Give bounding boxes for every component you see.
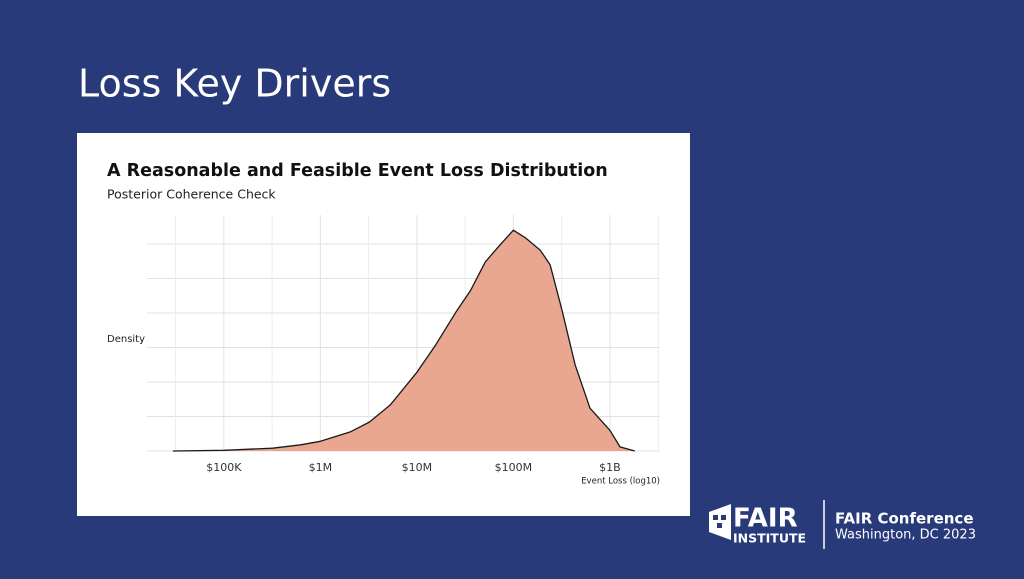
conference-subtitle: Washington, DC 2023 bbox=[835, 528, 976, 543]
chart-panel bbox=[77, 133, 690, 516]
chart-subtitle: Posterior Coherence Check bbox=[107, 187, 276, 202]
logo-icon-cell bbox=[721, 515, 726, 520]
logo-word: FAIR bbox=[733, 504, 798, 534]
x-tick-label: $100M bbox=[495, 461, 533, 474]
chart-title: A Reasonable and Feasible Event Loss Dis… bbox=[107, 161, 608, 181]
logo-subword: INSTITUTE bbox=[733, 531, 806, 546]
logo-icon-cell bbox=[717, 523, 722, 528]
x-axis-label: Event Loss (log10) bbox=[581, 477, 660, 487]
area bbox=[172, 230, 635, 451]
plot: $100K $1M $10M $100M $1B bbox=[147, 215, 660, 474]
x-tick-label: $100K bbox=[206, 461, 242, 474]
logo-icon-cell bbox=[713, 515, 718, 520]
x-tick-label: $10M bbox=[402, 461, 433, 474]
slide-title: Loss Key Drivers bbox=[78, 62, 391, 106]
y-axis-label: Density bbox=[107, 334, 145, 345]
logo: FAIR INSTITUTE FAIR Conference Washingto… bbox=[709, 500, 976, 549]
conference-title: FAIR Conference bbox=[835, 510, 974, 528]
x-tick-label: $1B bbox=[599, 461, 621, 474]
x-tick-label: $1M bbox=[309, 461, 333, 474]
area-outline bbox=[172, 229, 635, 452]
logo-icon bbox=[709, 504, 731, 540]
